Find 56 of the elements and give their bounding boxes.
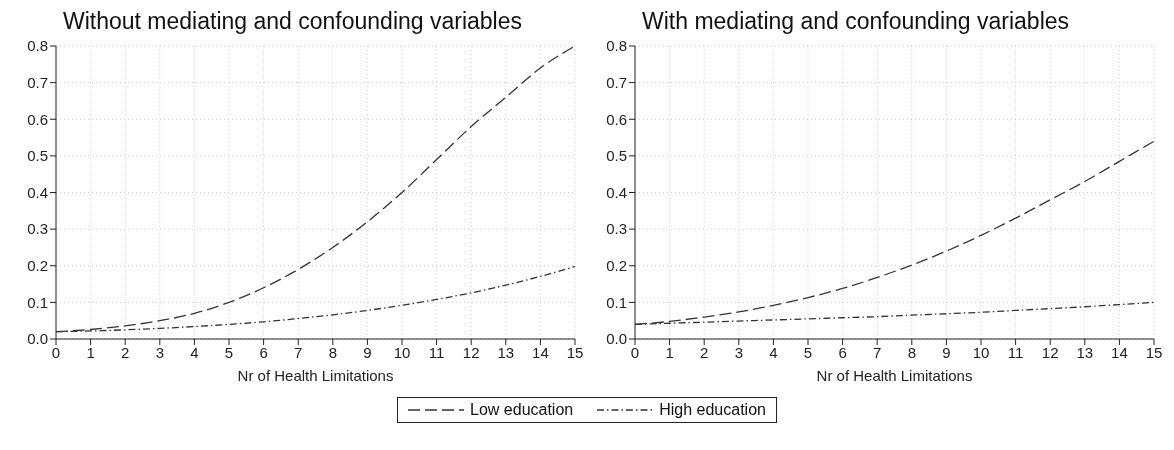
y-tick-label: 0.5	[27, 147, 48, 165]
x-axis-title: Nr of Health Limitations	[816, 367, 973, 384]
x-tick-label: 6	[838, 343, 847, 361]
x-tick-label: 0	[630, 343, 640, 361]
y-tick-label: 0.7	[606, 73, 627, 91]
x-tick-label: 1	[86, 343, 95, 361]
y-tick-label: 0.8	[606, 37, 627, 55]
y-tick-label: 0.2	[27, 257, 48, 275]
x-tick-label: 5	[224, 343, 234, 361]
x-tick-label: 15	[1145, 343, 1163, 361]
y-tick-label: 0.4	[27, 183, 48, 201]
x-tick-label: 12	[462, 343, 480, 361]
y-tick-label: 0.0	[27, 330, 48, 348]
y-tick-label: 0.6	[606, 110, 627, 128]
x-tick-label: 14	[532, 343, 549, 361]
y-tick-label: 0.7	[27, 73, 48, 91]
x-tick-label: 7	[873, 343, 882, 361]
x-tick-label: 12	[1041, 343, 1059, 361]
chart-title: With mediating and confounding variables	[642, 8, 1071, 36]
chart-title: Without mediating and confounding variables	[63, 8, 523, 36]
x-tick-label: 13	[497, 343, 515, 361]
y-tick-label: 0.1	[606, 293, 627, 311]
x-tick-label: 3	[155, 343, 164, 361]
x-tick-label: 2	[700, 343, 709, 361]
x-tick-label: 11	[1007, 343, 1024, 361]
y-tick-label: 0.1	[27, 293, 48, 311]
x-tick-label: 3	[734, 343, 743, 361]
y-tick-label: 0.5	[606, 147, 627, 165]
x-axis-title: Nr of Health Limitations	[237, 367, 394, 384]
x-tick-label: 11	[428, 343, 445, 361]
y-tick-label: 0.3	[606, 220, 627, 238]
x-tick-label: 4	[190, 343, 199, 361]
x-tick-label: 8	[328, 343, 337, 361]
legend-label: High education	[659, 401, 766, 419]
y-tick-label: 0.8	[27, 37, 48, 55]
y-tick-label: 0.3	[27, 220, 48, 238]
x-tick-label: 10	[972, 343, 990, 361]
x-tick-label: 10	[393, 343, 411, 361]
x-tick-label: 14	[1111, 343, 1128, 361]
x-tick-label: 2	[121, 343, 130, 361]
x-tick-label: 9	[363, 343, 372, 361]
x-tick-label: 15	[566, 343, 584, 361]
legend-label: Low education	[470, 401, 574, 419]
y-tick-label: 0.2	[606, 257, 627, 275]
x-tick-label: 13	[1076, 343, 1094, 361]
x-tick-label: 4	[769, 343, 778, 361]
x-tick-label: 6	[259, 343, 268, 361]
x-tick-label: 1	[665, 343, 674, 361]
x-tick-label: 0	[51, 343, 61, 361]
y-tick-label: 0.4	[606, 183, 627, 201]
y-tick-label: 0.6	[27, 110, 48, 128]
x-tick-label: 5	[803, 343, 813, 361]
x-tick-label: 8	[907, 343, 916, 361]
y-tick-label: 0.0	[606, 330, 627, 348]
x-tick-label: 9	[942, 343, 951, 361]
x-tick-label: 7	[294, 343, 303, 361]
